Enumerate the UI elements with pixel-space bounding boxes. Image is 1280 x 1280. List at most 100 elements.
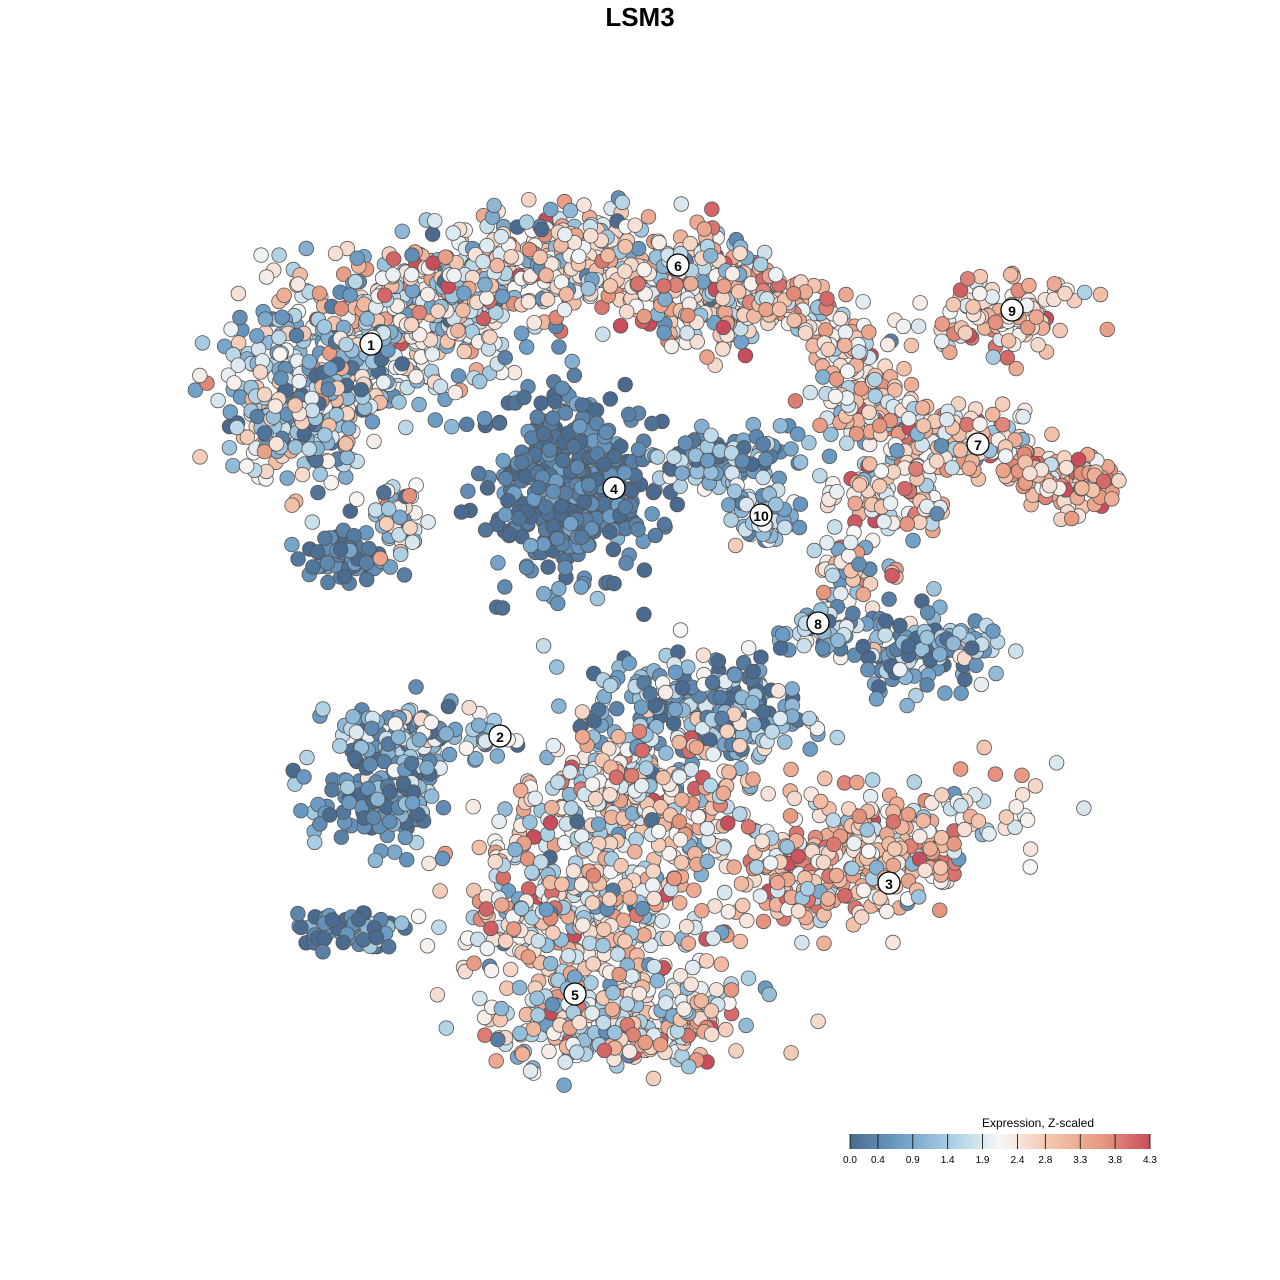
data-point-2852 — [968, 657, 984, 674]
data-point-1553 — [381, 501, 397, 517]
data-point-3828 — [987, 766, 1004, 782]
data-point-2839 — [937, 685, 953, 701]
data-point-1968 — [535, 426, 552, 442]
data-point-1040 — [446, 267, 462, 284]
data-point-3596 — [720, 815, 736, 831]
data-point-2572 — [899, 516, 915, 532]
cluster-label-text: 5 — [571, 987, 579, 1003]
data-point-4089 — [970, 813, 987, 829]
data-point-2570 — [929, 453, 945, 469]
data-point-1059 — [557, 226, 573, 243]
data-point-3464 — [704, 674, 721, 691]
data-point-2660 — [972, 268, 989, 285]
cluster-label-10: 10 — [749, 503, 773, 527]
cluster-label-text: 7 — [974, 437, 982, 453]
data-point-4589 — [810, 1013, 826, 1030]
data-point-2655 — [1052, 322, 1068, 339]
data-point-2923 — [815, 640, 831, 656]
data-point-2871 — [964, 640, 980, 656]
data-point-4741 — [596, 1042, 613, 1059]
data-point-4447 — [596, 921, 612, 938]
data-point-3728 — [550, 774, 566, 790]
data-point-2124 — [792, 496, 809, 512]
data-point-1558 — [533, 395, 549, 411]
data-point-3148 — [362, 756, 378, 773]
chart-title: LSM3 — [605, 2, 675, 32]
data-point-4743 — [569, 1044, 585, 1060]
data-point-3142 — [324, 782, 340, 798]
data-point-1958 — [573, 579, 589, 595]
data-point-2569 — [862, 456, 878, 472]
data-point-490 — [341, 420, 357, 437]
data-point-3173 — [404, 795, 421, 811]
data-point-4146 — [981, 826, 997, 842]
data-point-485 — [291, 373, 307, 390]
data-point-1594 — [589, 590, 606, 607]
data-point-1960 — [605, 541, 622, 558]
data-point-4133 — [828, 867, 845, 884]
data-point-3043 — [438, 726, 454, 742]
data-point-2083 — [666, 449, 682, 465]
data-point-4347 — [673, 854, 690, 871]
data-point-1265 — [715, 341, 731, 357]
data-point-1881 — [523, 537, 539, 554]
data-point-3057 — [411, 732, 428, 748]
data-point-400 — [375, 374, 392, 391]
data-point-1726 — [477, 410, 493, 427]
data-point-3744 — [672, 832, 689, 848]
data-point-1937 — [602, 524, 618, 540]
data-point-1060 — [475, 253, 491, 270]
data-point-3349 — [695, 647, 712, 663]
data-point-2615 — [1092, 286, 1109, 303]
data-point-4718 — [645, 1070, 662, 1087]
data-point-4136 — [887, 841, 903, 857]
data-point-504 — [252, 364, 269, 380]
data-point-2737 — [819, 535, 835, 551]
data-point-2775 — [1008, 643, 1024, 659]
data-point-2568 — [944, 460, 960, 476]
data-point-1616 — [621, 406, 637, 423]
data-point-3708 — [562, 764, 578, 780]
data-point-4430 — [610, 946, 626, 962]
data-point-1876 — [471, 465, 487, 482]
data-point-342 — [323, 475, 339, 491]
data-point-567 — [338, 436, 354, 452]
data-point-3679 — [638, 760, 655, 776]
data-point-3417 — [745, 663, 761, 680]
data-point-2080 — [700, 452, 716, 469]
data-point-4717 — [512, 1025, 528, 1042]
data-point-1069 — [673, 196, 689, 212]
data-point-2244 — [867, 371, 883, 388]
data-point-4256 — [542, 815, 559, 831]
data-point-2220 — [840, 363, 856, 379]
data-point-4429 — [651, 823, 667, 840]
data-point-4511 — [438, 1020, 455, 1036]
data-point-1061 — [538, 267, 554, 283]
data-point-380 — [564, 353, 580, 370]
data-point-4734 — [652, 1036, 669, 1053]
data-point-800 — [349, 250, 365, 266]
data-point-1966 — [630, 441, 647, 458]
data-point-3435 — [633, 699, 650, 716]
data-point-1730 — [636, 562, 653, 578]
cluster-label-text: 6 — [674, 258, 682, 274]
data-point-1362 — [819, 291, 835, 307]
data-point-2456 — [1111, 473, 1127, 489]
data-point-562 — [320, 381, 336, 398]
data-point-2540 — [872, 478, 888, 494]
data-point-280 — [366, 433, 382, 450]
data-point-2204 — [802, 384, 819, 401]
data-point-319 — [327, 245, 344, 262]
color-legend: Expression, Z-scaled 0.0 0.4 0.9 1.4 1.9 2.4 2… — [843, 1116, 1157, 1166]
cluster-label-4: 4 — [602, 476, 626, 500]
data-point-2990 — [315, 701, 331, 717]
data-point-2730 — [816, 584, 832, 601]
data-point-2743 — [884, 567, 900, 584]
data-point-2672 — [1021, 277, 1037, 294]
data-point-1679 — [491, 415, 508, 431]
data-point-4074 — [726, 859, 742, 875]
data-point-3686 — [610, 728, 627, 745]
data-point-3786 — [671, 769, 688, 785]
data-point-1442 — [832, 310, 849, 327]
data-point-1932 — [596, 456, 613, 473]
